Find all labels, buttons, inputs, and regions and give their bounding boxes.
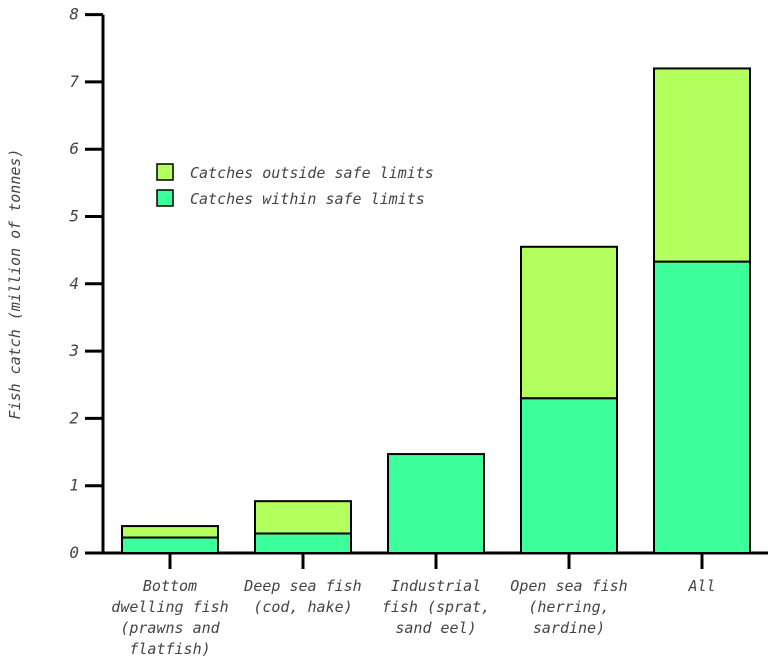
x-tick-label-line: flatfish) xyxy=(129,640,210,658)
bar-within-0 xyxy=(121,536,219,554)
bar-outside-4 xyxy=(653,67,751,263)
y-tick-label: 5 xyxy=(69,207,79,226)
x-tick-label: All xyxy=(687,577,715,595)
legend-swatch xyxy=(156,163,174,181)
y-tick-label: 8 xyxy=(69,5,79,24)
x-tick-label-line: (herring, xyxy=(528,598,609,616)
bar-outside-3 xyxy=(520,245,618,400)
x-tick-label-line: fish (sprat, xyxy=(382,598,490,616)
y-tick-label: 7 xyxy=(69,72,79,91)
legend-label: Catches within safe limits xyxy=(190,190,425,208)
y-tick-label: 0 xyxy=(69,543,79,562)
x-tick-label-line: Industrial xyxy=(391,577,481,595)
y-tick-label: 2 xyxy=(69,408,79,427)
x-tick-label-line: Deep sea fish xyxy=(243,577,361,595)
x-tick-label-line: Bottom xyxy=(143,577,197,595)
bar-outside-0 xyxy=(121,525,219,539)
legend-swatch xyxy=(156,189,174,207)
legend-label: Catches outside safe limits xyxy=(190,164,434,182)
x-tick-label-line: Open sea fish xyxy=(510,577,627,595)
y-tick-label: 4 xyxy=(69,274,79,293)
x-tick-label-line: sardine) xyxy=(533,619,605,637)
y-tick-label: 1 xyxy=(69,476,79,495)
x-tick-label: Deep sea fish (cod, hake) xyxy=(243,577,361,616)
x-tick-label: Open sea fish (herring, sardine) xyxy=(510,577,627,637)
y-axis-label: Fish catch (million of tonnes) xyxy=(6,149,24,420)
x-tick-label-line: (cod, hake) xyxy=(253,598,352,616)
bar-within-3 xyxy=(520,397,618,554)
x-tick-label-line: (prawns and xyxy=(120,619,220,637)
y-tick-label: 6 xyxy=(69,139,79,158)
bar-outside-1 xyxy=(254,500,352,535)
bar-within-2 xyxy=(387,453,485,554)
x-tick-label-line: dwelling fish xyxy=(111,598,228,616)
x-tick-label-line: All xyxy=(687,577,715,595)
bar-within-1 xyxy=(254,532,352,554)
x-tick-label: Bottom dwelling fish (prawns and flatfish) xyxy=(111,577,228,658)
y-tick-label: 3 xyxy=(68,341,79,360)
bar-within-4 xyxy=(653,260,751,554)
x-tick-label: Industrial fish (sprat, sand eel) xyxy=(382,577,490,637)
x-tick-label-line: sand eel) xyxy=(395,619,476,637)
